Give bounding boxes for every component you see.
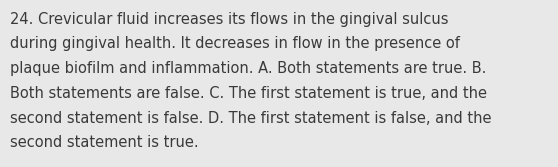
Text: 24. Crevicular fluid increases its flows in the gingival sulcus: 24. Crevicular fluid increases its flows… xyxy=(10,12,449,27)
Text: second statement is true.: second statement is true. xyxy=(10,135,199,150)
Text: second statement is false. D. The first statement is false, and the: second statement is false. D. The first … xyxy=(10,111,492,126)
Text: during gingival health. It decreases in flow in the presence of: during gingival health. It decreases in … xyxy=(10,36,460,51)
Text: Both statements are false. C. The first statement is true, and the: Both statements are false. C. The first … xyxy=(10,86,487,101)
Text: plaque biofilm and inflammation. A. Both statements are true. B.: plaque biofilm and inflammation. A. Both… xyxy=(10,61,487,76)
